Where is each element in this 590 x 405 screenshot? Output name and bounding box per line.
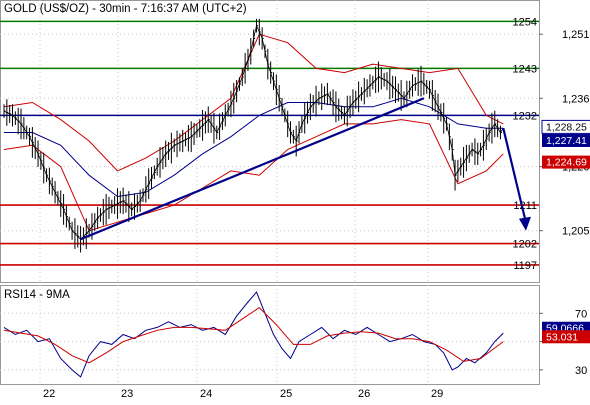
forecast-arrow-shaft (502, 127, 528, 223)
price-y-tick-label: 1,251 (562, 29, 590, 41)
price-tag-box (542, 133, 590, 147)
price-y-tick-label: 1,236 (562, 93, 590, 105)
level-label-1211: 1211 (513, 200, 537, 212)
chart-title: GOLD (US$/OZ) - 30min - 7:16:37 AM (UTC+… (4, 3, 247, 15)
level-label-1197: 1197 (513, 260, 537, 272)
level-label-1232: 1232 (513, 110, 537, 122)
rsi-y-tick-label: 30 (575, 365, 587, 377)
x-day-label: 24 (200, 388, 212, 400)
rsi-y-tick-label: 70 (575, 308, 587, 320)
x-day-label: 25 (280, 388, 292, 400)
price-tag-box (542, 155, 590, 169)
price-tag-label: 1,224.69 (546, 157, 587, 169)
forecast-arrow-head (518, 216, 531, 231)
rsi-tag-box (542, 330, 590, 344)
series-price (3, 24, 504, 240)
rsi-tag-label: 53.031 (546, 331, 578, 343)
rsi-panel-frame (0, 285, 540, 385)
trendline (80, 97, 425, 241)
price-panel-frame (0, 0, 540, 283)
x-day-label: 23 (121, 388, 133, 400)
price-tag-box (541, 119, 590, 134)
x-day-label: 26 (358, 388, 370, 400)
price-y-tick-label: 1,205 (562, 226, 590, 238)
x-day-label: 29 (431, 388, 443, 400)
price-tag-label: 1,227.41 (546, 135, 587, 147)
level-label-1202: 1202 (513, 239, 537, 251)
level-label-1254: 1254 (513, 16, 537, 28)
x-day-label: 22 (43, 388, 55, 400)
price-tag-label: 1,228.25 (546, 121, 587, 133)
series-sma (4, 97, 504, 198)
level-label-1243: 1243 (513, 63, 537, 75)
rsi-series-rsi_ma (3, 306, 504, 364)
rsi-title: RSI14 - 9MA (4, 289, 70, 301)
